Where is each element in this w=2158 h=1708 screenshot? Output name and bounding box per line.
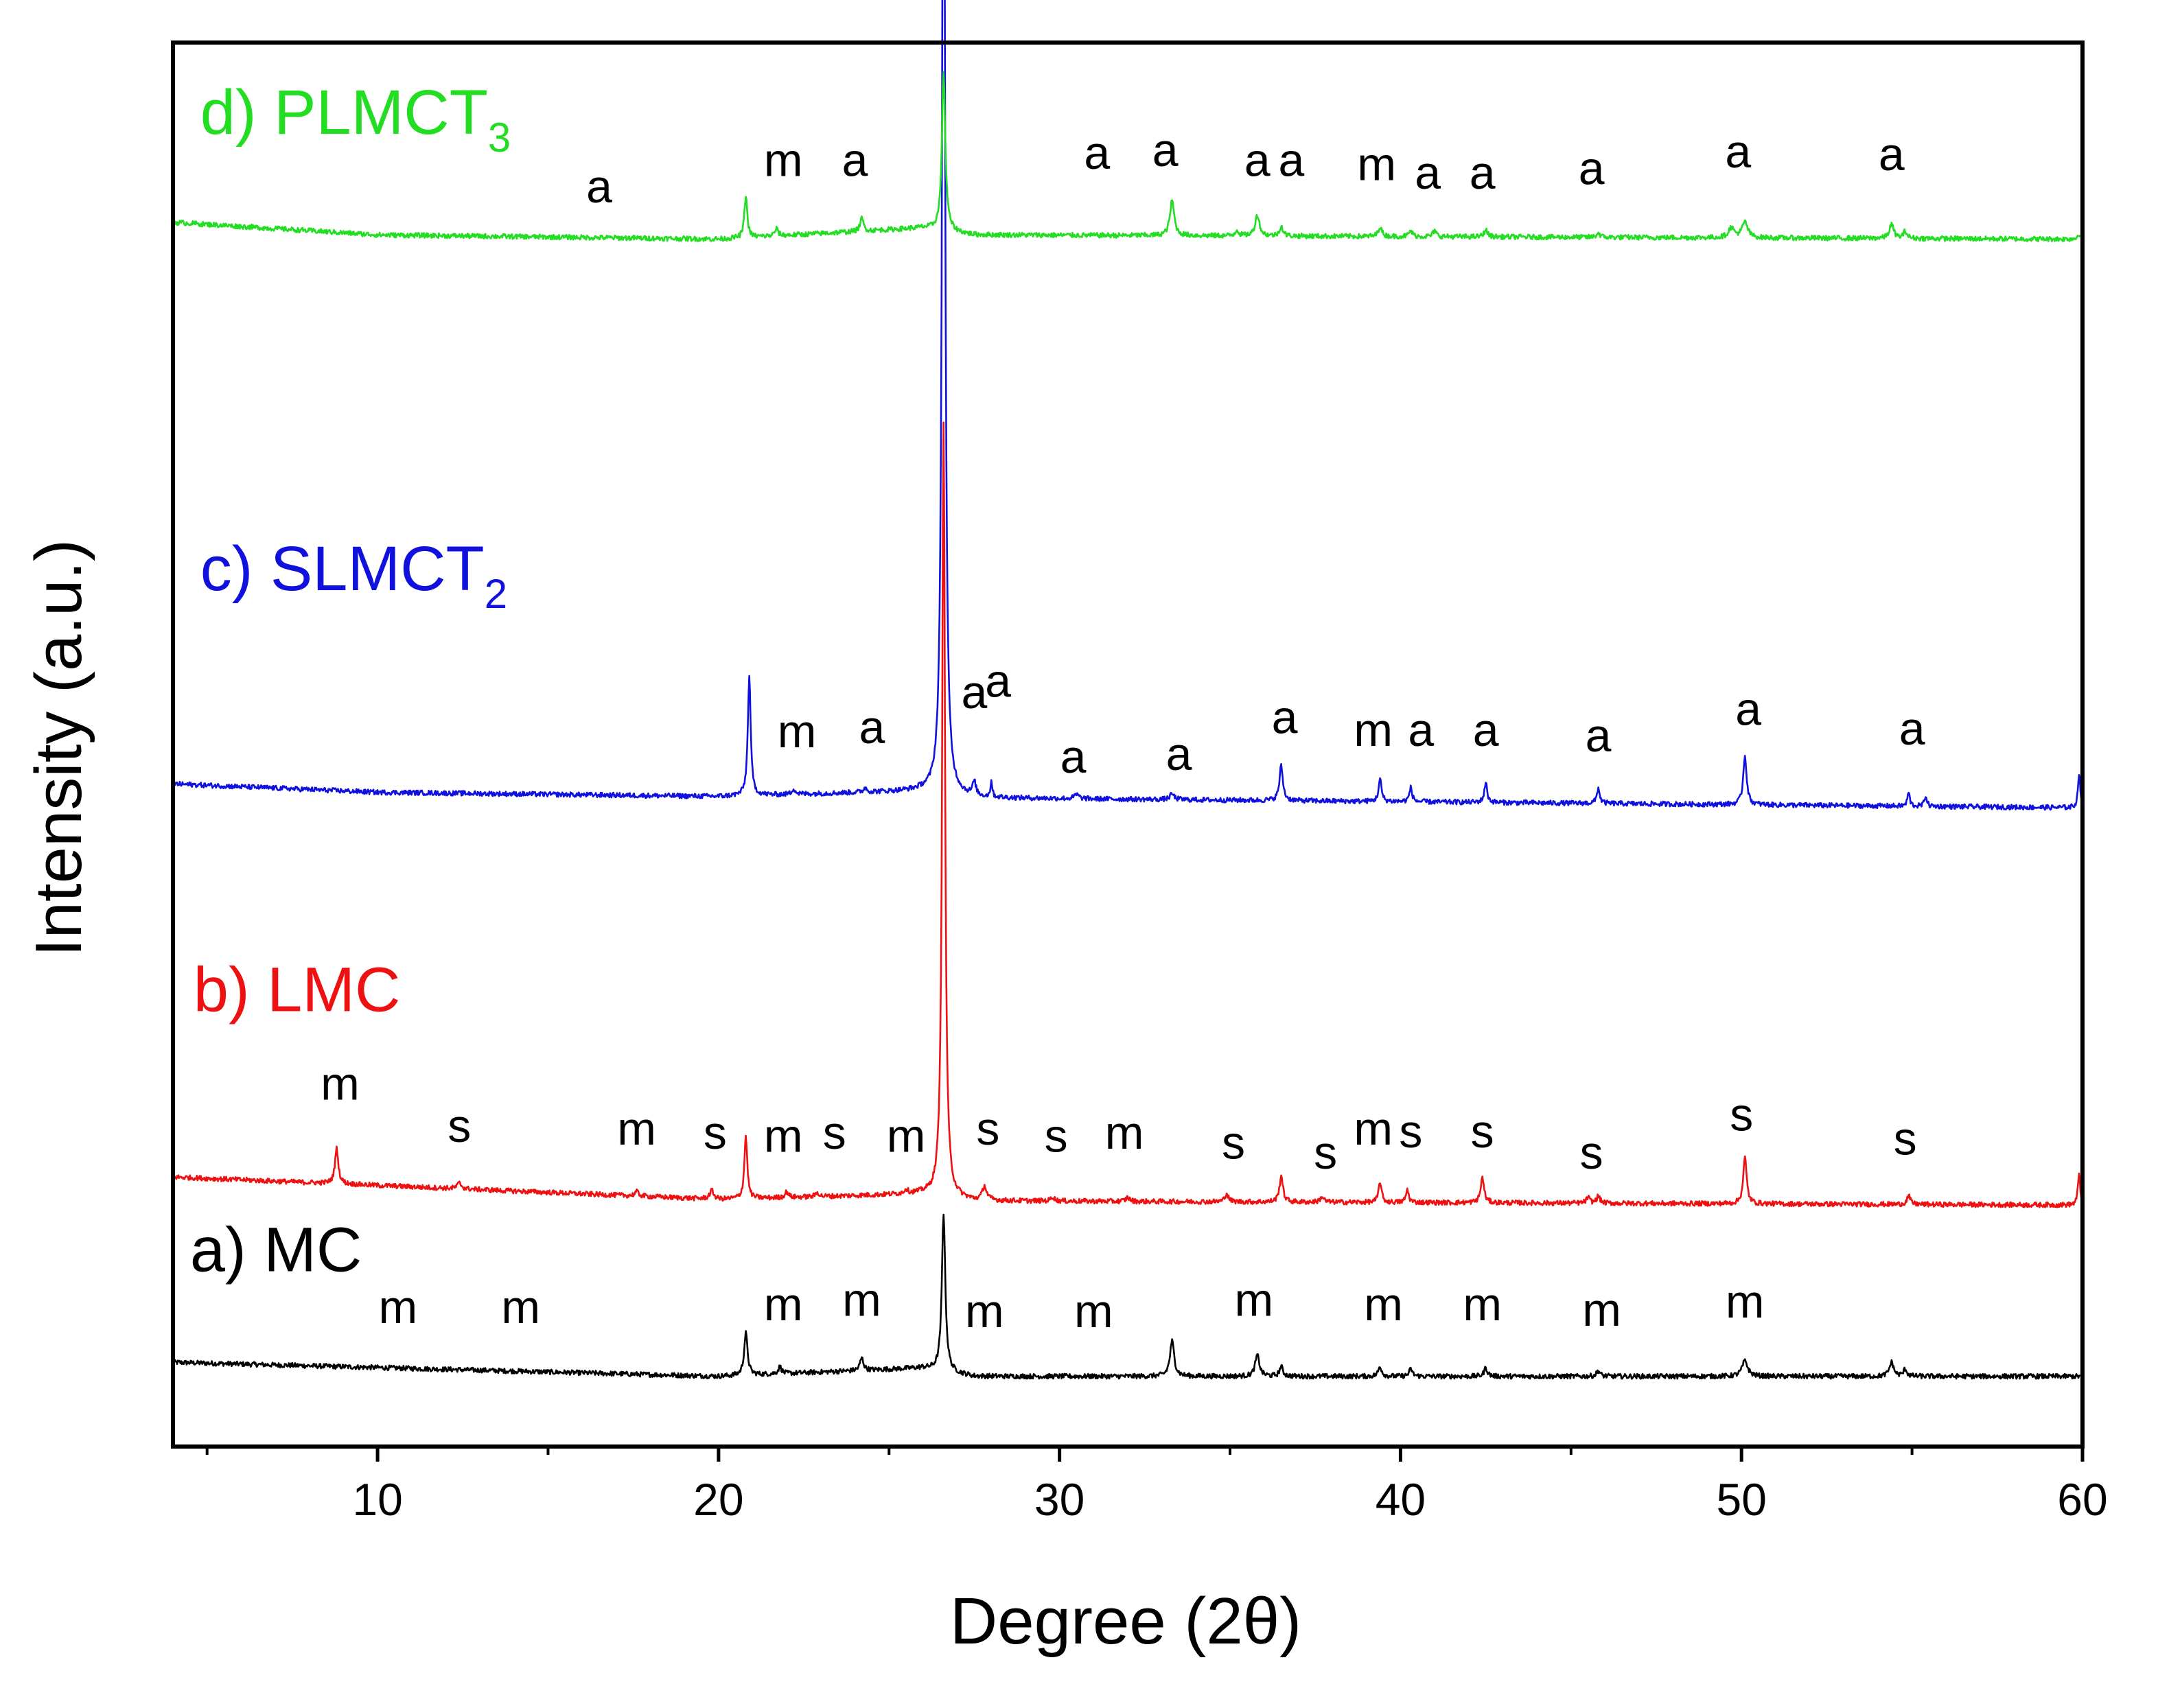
peak-label-mc: m bbox=[1074, 1285, 1113, 1337]
series-line-slmct2 bbox=[172, 0, 2083, 811]
peak-label-plmct3: a bbox=[1725, 126, 1751, 178]
x-tick-label: 50 bbox=[1717, 1474, 1767, 1525]
peak-label-lmc: m bbox=[617, 1103, 656, 1155]
peak-label-mc: m bbox=[1364, 1278, 1403, 1331]
x-axis: 10 20 30 40 50 60 bbox=[205, 1447, 2108, 1525]
peak-label-slmct2: a bbox=[859, 701, 885, 753]
series-label-text: b) LMC bbox=[194, 955, 401, 1025]
series-label-text: a) MC bbox=[190, 1215, 362, 1285]
peak-label-plmct3: a bbox=[1579, 143, 1605, 195]
peak-label-lmc: s bbox=[1730, 1089, 1753, 1141]
peak-label-slmct2: m bbox=[778, 705, 817, 758]
x-tick-label: 60 bbox=[2057, 1474, 2107, 1525]
peak-label-plmct3: m bbox=[764, 134, 803, 186]
peak-label-lmc: s bbox=[1222, 1117, 1245, 1169]
peak-label-mc: m bbox=[501, 1281, 540, 1333]
series-label-subscript: 2 bbox=[485, 571, 507, 617]
peak-label-lmc: s bbox=[1894, 1112, 1917, 1165]
peak-label-mc: m bbox=[1582, 1284, 1621, 1336]
peak-label-slmct2: a bbox=[1272, 692, 1298, 744]
peak-label-slmct2: a bbox=[1735, 683, 1761, 735]
peak-label-lmc: m bbox=[321, 1058, 360, 1110]
peak-label-slmct2: m bbox=[1354, 704, 1393, 756]
peak-label-plmct3: a bbox=[1415, 147, 1441, 199]
series-label-text: d) PLMCT bbox=[200, 78, 488, 148]
series-line-lmc bbox=[172, 421, 2084, 1208]
peak-label-lmc: s bbox=[1314, 1127, 1337, 1179]
peak-label-plmct3: a bbox=[586, 161, 612, 213]
peak-label-slmct2: a bbox=[1473, 704, 1499, 756]
series-label-plmct3: d) PLMCT3 bbox=[200, 78, 511, 161]
peak-label-mc: m bbox=[764, 1278, 803, 1331]
peak-label-plmct3: a bbox=[1470, 147, 1496, 199]
peak-label-mc: m bbox=[1726, 1276, 1765, 1328]
series-label-subscript: 3 bbox=[488, 115, 511, 161]
peak-label-lmc: m bbox=[1105, 1107, 1144, 1159]
series-label-mc: a) MC bbox=[190, 1215, 362, 1285]
peak-label-plmct3: a bbox=[1084, 127, 1110, 179]
x-tick-label: 20 bbox=[693, 1474, 743, 1525]
peak-label-plmct3: a bbox=[1244, 134, 1271, 186]
peak-label-slmct2: a bbox=[962, 666, 988, 718]
peak-label-lmc: s bbox=[1471, 1105, 1494, 1158]
x-axis-title: Degree (2θ) bbox=[950, 1584, 1301, 1658]
peak-label-lmc: s bbox=[704, 1107, 727, 1159]
series-label-text: c) SLMCT bbox=[200, 534, 485, 604]
peak-label-mc: m bbox=[842, 1274, 881, 1326]
peak-label-slmct2: a bbox=[1060, 731, 1087, 783]
peak-label-plmct3: a bbox=[1279, 134, 1305, 186]
peak-label-lmc: s bbox=[1045, 1110, 1068, 1162]
x-tick-label: 40 bbox=[1376, 1474, 1426, 1525]
peak-label-lmc: s bbox=[976, 1103, 999, 1155]
peak-label-lmc: s bbox=[1399, 1105, 1422, 1158]
peak-label-slmct2: a bbox=[1408, 704, 1434, 756]
peak-label-mc: m bbox=[965, 1285, 1004, 1337]
peak-label-lmc: m bbox=[887, 1110, 926, 1162]
peak-label-lmc: m bbox=[1354, 1103, 1393, 1155]
peak-label-lmc: s bbox=[823, 1107, 846, 1159]
y-axis-title: Intensity (a.u.) bbox=[22, 539, 95, 957]
x-tick-label: 30 bbox=[1034, 1474, 1084, 1525]
peak-label-lmc: s bbox=[448, 1100, 471, 1152]
peak-label-mc: m bbox=[1463, 1278, 1502, 1331]
peak-label-plmct3: m bbox=[1357, 139, 1396, 191]
peak-label-mc: m bbox=[1234, 1274, 1273, 1326]
peak-label-plmct3: a bbox=[1879, 128, 1905, 180]
peak-label-lmc: s bbox=[1580, 1127, 1603, 1179]
peak-label-mc: m bbox=[379, 1281, 418, 1333]
peak-label-plmct3: a bbox=[842, 134, 868, 186]
peak-label-slmct2: a bbox=[1586, 710, 1612, 762]
series-line-plmct3 bbox=[172, 71, 2083, 242]
x-tick-label: 10 bbox=[352, 1474, 402, 1525]
peak-label-lmc: m bbox=[764, 1110, 803, 1162]
peak-label-slmct2: a bbox=[1899, 703, 1925, 755]
series-label-lmc: b) LMC bbox=[194, 955, 401, 1025]
series-layer bbox=[172, 0, 2084, 1380]
plot-frame bbox=[171, 40, 2085, 1449]
series-line-mc bbox=[172, 1213, 2084, 1380]
series-label-layer: d) PLMCT3 c) SLMCT2 b) LMC a) MC bbox=[190, 78, 511, 1285]
series-label-slmct2: c) SLMCT2 bbox=[200, 534, 507, 617]
peak-label-slmct2: a bbox=[985, 655, 1011, 707]
peak-label-slmct2: a bbox=[1166, 728, 1192, 780]
peak-label-plmct3: a bbox=[1152, 124, 1179, 176]
